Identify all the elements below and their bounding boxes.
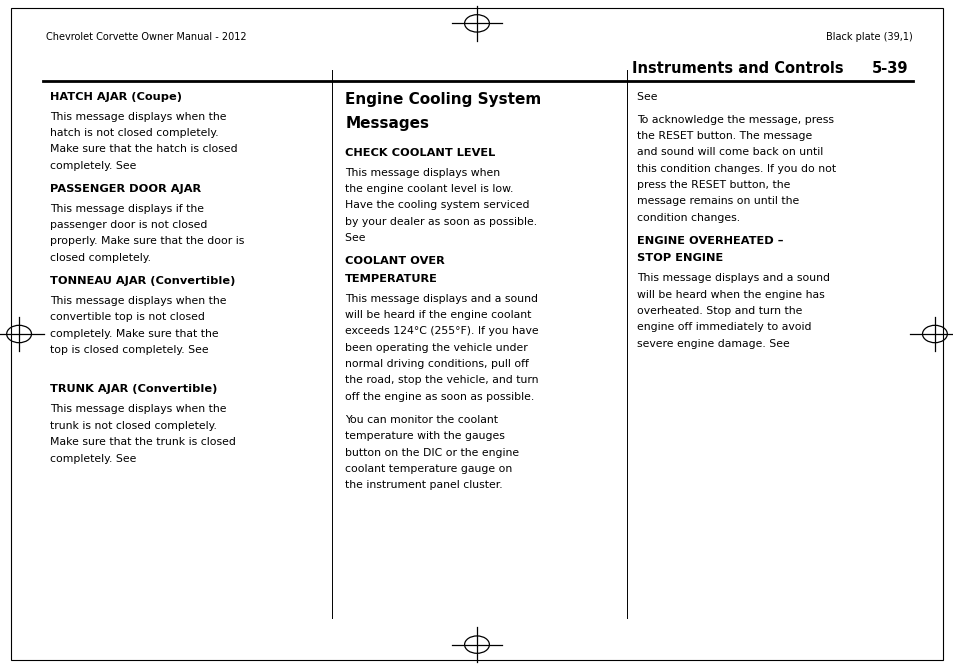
Text: Chevrolet Corvette Owner Manual - 2012: Chevrolet Corvette Owner Manual - 2012	[46, 32, 246, 41]
Text: message remains on until the: message remains on until the	[637, 196, 799, 206]
Text: COOLANT OVER: COOLANT OVER	[345, 256, 445, 266]
Text: TONNEAU AJAR (Convertible): TONNEAU AJAR (Convertible)	[50, 276, 234, 286]
Text: will be heard if the engine coolant: will be heard if the engine coolant	[345, 310, 531, 320]
Text: completely. Make sure that the: completely. Make sure that the	[50, 329, 218, 339]
Text: You can monitor the coolant: You can monitor the coolant	[345, 415, 497, 425]
Text: this condition changes. If you do not: this condition changes. If you do not	[637, 164, 836, 174]
Text: press the RESET button, the: press the RESET button, the	[637, 180, 790, 190]
Text: coolant temperature gauge on: coolant temperature gauge on	[345, 464, 512, 474]
Text: See: See	[637, 92, 660, 102]
Text: button on the DIC or the engine: button on the DIC or the engine	[345, 448, 519, 458]
Text: convertible top is not closed: convertible top is not closed	[50, 312, 204, 322]
Text: properly. Make sure that the door is: properly. Make sure that the door is	[50, 236, 244, 246]
Text: exceeds 124°C (255°F). If you have: exceeds 124°C (255°F). If you have	[345, 326, 538, 336]
Text: off the engine as soon as possible.: off the engine as soon as possible.	[345, 391, 534, 401]
Text: the instrument panel cluster.: the instrument panel cluster.	[345, 480, 502, 490]
Text: TRUNK AJAR (Convertible): TRUNK AJAR (Convertible)	[50, 384, 216, 394]
Text: 5-39: 5-39	[871, 61, 907, 76]
Text: top is closed completely. See: top is closed completely. See	[50, 345, 208, 355]
Text: completely. See: completely. See	[50, 160, 139, 170]
Text: This message displays when the: This message displays when the	[50, 404, 226, 414]
Text: by your dealer as soon as possible.: by your dealer as soon as possible.	[345, 216, 537, 226]
Text: Make sure that the hatch is closed: Make sure that the hatch is closed	[50, 144, 237, 154]
Text: temperature with the gauges: temperature with the gauges	[345, 432, 505, 441]
Text: Make sure that the trunk is closed: Make sure that the trunk is closed	[50, 437, 235, 447]
Text: This message displays when the: This message displays when the	[50, 296, 226, 306]
Text: CHECK COOLANT LEVEL: CHECK COOLANT LEVEL	[345, 148, 495, 158]
Text: Engine Cooling System: Engine Cooling System	[345, 92, 541, 106]
Text: PASSENGER DOOR AJAR: PASSENGER DOOR AJAR	[50, 184, 200, 194]
Text: the road, stop the vehicle, and turn: the road, stop the vehicle, and turn	[345, 375, 538, 385]
Text: HATCH AJAR (Coupe): HATCH AJAR (Coupe)	[50, 92, 181, 102]
Text: hatch is not closed completely.: hatch is not closed completely.	[50, 128, 218, 138]
Text: This message displays and a sound: This message displays and a sound	[637, 273, 829, 283]
Text: will be heard when the engine has: will be heard when the engine has	[637, 289, 824, 299]
Text: ENGINE OVERHEATED –: ENGINE OVERHEATED –	[637, 236, 783, 246]
Text: See: See	[345, 233, 369, 243]
Text: the engine coolant level is low.: the engine coolant level is low.	[345, 184, 513, 194]
Text: This message displays when the: This message displays when the	[50, 112, 226, 122]
Text: Black plate (39,1): Black plate (39,1)	[825, 32, 912, 41]
Text: This message displays when: This message displays when	[345, 168, 500, 178]
Text: trunk is not closed completely.: trunk is not closed completely.	[50, 421, 216, 431]
Text: engine off immediately to avoid: engine off immediately to avoid	[637, 322, 811, 332]
Text: This message displays if the: This message displays if the	[50, 204, 203, 214]
Text: and sound will come back on until: and sound will come back on until	[637, 147, 822, 157]
Text: been operating the vehicle under: been operating the vehicle under	[345, 343, 528, 353]
Text: Messages: Messages	[345, 116, 429, 130]
Text: overheated. Stop and turn the: overheated. Stop and turn the	[637, 306, 801, 316]
Text: STOP ENGINE: STOP ENGINE	[637, 253, 722, 263]
Text: the RESET button. The message: the RESET button. The message	[637, 131, 812, 141]
Text: To acknowledge the message, press: To acknowledge the message, press	[637, 115, 833, 124]
Text: Have the cooling system serviced: Have the cooling system serviced	[345, 200, 529, 210]
Text: closed completely.: closed completely.	[50, 253, 151, 263]
Text: passenger door is not closed: passenger door is not closed	[50, 220, 207, 230]
Text: completely. See: completely. See	[50, 454, 139, 464]
Text: condition changes.: condition changes.	[637, 212, 740, 222]
Text: This message displays and a sound: This message displays and a sound	[345, 294, 537, 303]
Text: TEMPERATURE: TEMPERATURE	[345, 274, 437, 283]
Text: Instruments and Controls: Instruments and Controls	[631, 61, 842, 76]
Text: normal driving conditions, pull off: normal driving conditions, pull off	[345, 359, 529, 369]
Text: severe engine damage. See: severe engine damage. See	[637, 339, 793, 349]
